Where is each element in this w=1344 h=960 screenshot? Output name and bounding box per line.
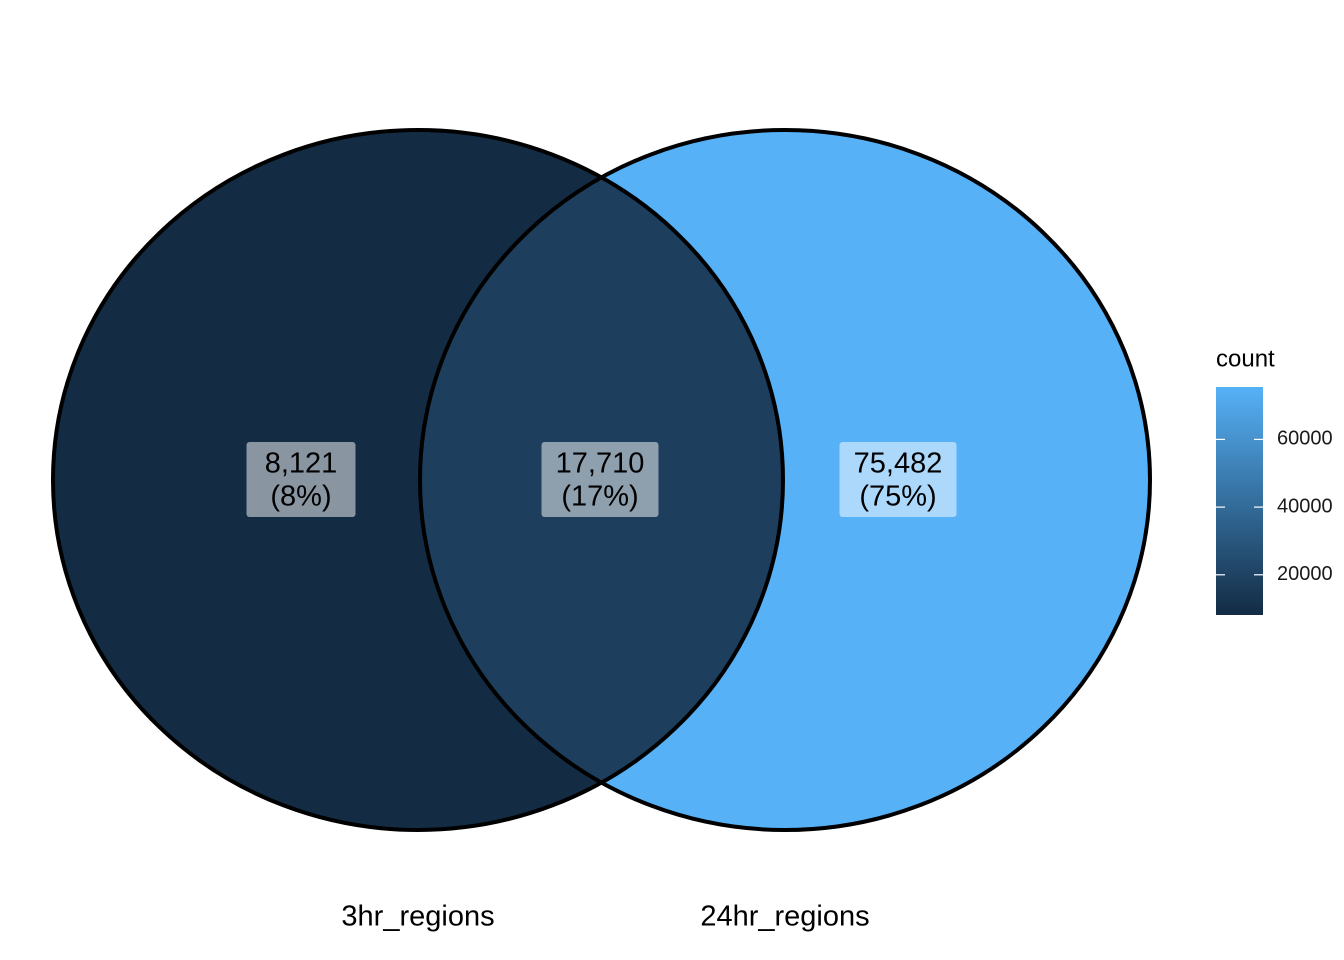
set-label: 3hr_regions	[341, 901, 494, 933]
label-box	[839, 442, 957, 517]
percent-label: (75%)	[859, 481, 936, 513]
count-label: 17,710	[556, 448, 645, 480]
percent-label: (17%)	[561, 481, 638, 513]
count-label: 75,482	[854, 448, 943, 480]
legend-title: count	[1216, 345, 1275, 372]
colorbar-tick-label: 40000	[1277, 495, 1333, 517]
colorbar-tick-label: 60000	[1277, 428, 1333, 450]
label-box	[541, 442, 659, 517]
set-outline	[51, 128, 785, 832]
regions	[51, 128, 1152, 832]
count-label: 8,121	[265, 448, 338, 480]
percent-label: (8%)	[270, 481, 331, 513]
colorbar	[1216, 387, 1263, 615]
labels: 8,121(8%) 17,710(17%) 75,482(75%) 3hr_regio…	[246, 442, 957, 933]
region-overlap	[420, 130, 783, 830]
set-outline	[418, 128, 1152, 832]
set-label: 24hr_regions	[700, 901, 869, 933]
legend: 20000 40000 60000	[1216, 387, 1333, 615]
label-box	[246, 442, 356, 517]
colorbar-tick-label: 20000	[1277, 563, 1333, 585]
